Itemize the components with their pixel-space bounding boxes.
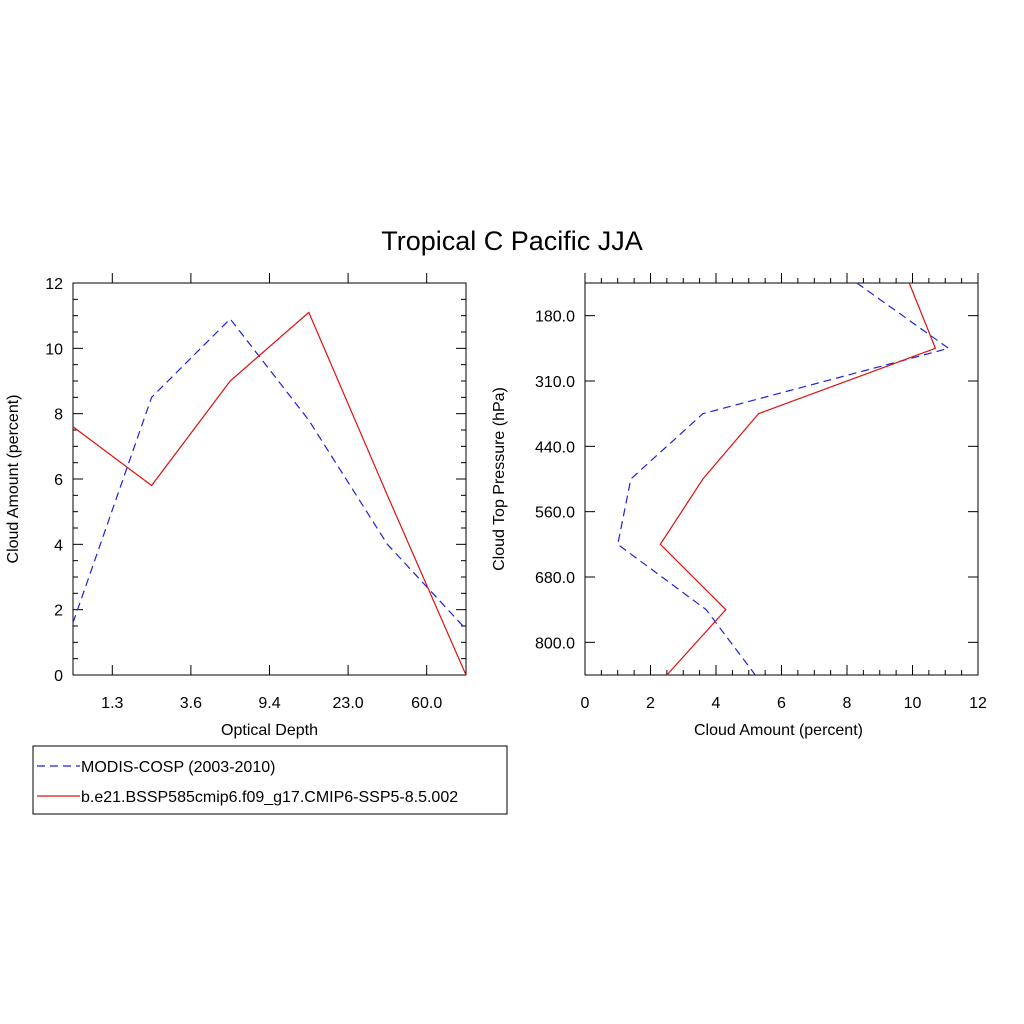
right-x-axis-label: Cloud Amount (percent) [694,722,863,739]
left-y-tick-label: 2 [54,603,63,620]
legend-box [32,745,508,815]
right-series-modis-line [617,282,950,676]
left-x-axis-label: Optical Depth [221,722,318,739]
left-series-model-line [72,311,467,676]
right-x-tick-label: 2 [646,695,655,712]
left-x-tick-label: 1.3 [101,695,123,712]
left-y-tick-label: 10 [45,341,63,358]
legend: MODIS-COSP (2003-2010) b.e21.BSSP585cmip6… [32,745,508,815]
chart-title: Tropical C Pacific JJA [381,226,643,256]
left-x-tick-label: 9.4 [258,695,280,712]
right-y-axis-label: Cloud Top Pressure (hPa) [491,387,508,571]
right-x-tick-label: 12 [969,695,987,712]
left-x-tick-label: 23.0 [333,695,364,712]
legend-label-modis: MODIS-COSP (2003-2010) [81,759,275,776]
left-y-tick-label: 4 [54,537,63,554]
left-series-modis-line [72,318,467,630]
legend-label-model: b.e21.BSSP585cmip6.f09_g17.CMIP6-SSP5-8.… [81,789,458,806]
right-y-tick-label: 800.0 [535,635,575,652]
right-x-tick-label: 0 [581,695,590,712]
left-x-tick-label: 60.0 [411,695,442,712]
left-y-tick-label: 8 [54,407,63,424]
right-y-tick-label: 440.0 [535,439,575,456]
right-x-tick-label: 6 [777,695,786,712]
right-series-model-line [659,282,937,676]
left-y-tick-label: 12 [45,276,63,293]
left-y-tick-label: 0 [54,668,63,685]
right-y-tick-label: 310.0 [535,374,575,391]
cloud-top-pressure-panel: 0 2 4 6 8 10 12 180.0 310.0 440.0 560.0 680.0 800.0 C… [491,273,987,739]
right-y-tick-label: 560.0 [535,505,575,522]
left-y-axis-label: Cloud Amount (percent) [5,395,22,564]
left-y-tick-label: 6 [54,472,63,489]
right-x-tick-label: 10 [904,695,922,712]
right-y-tick-label: 680.0 [535,570,575,587]
optical-depth-panel: 0 2 4 6 8 10 12 1.3 3.6 9.4 23.0 60.0 Optical Depth C… [5,273,467,739]
right-x-tick-label: 8 [843,695,852,712]
right-plot-frame [584,282,979,676]
right-x-tick-label: 4 [712,695,721,712]
left-plot-frame [72,282,467,676]
right-y-tick-label: 180.0 [535,309,575,326]
left-x-tick-label: 3.6 [180,695,202,712]
